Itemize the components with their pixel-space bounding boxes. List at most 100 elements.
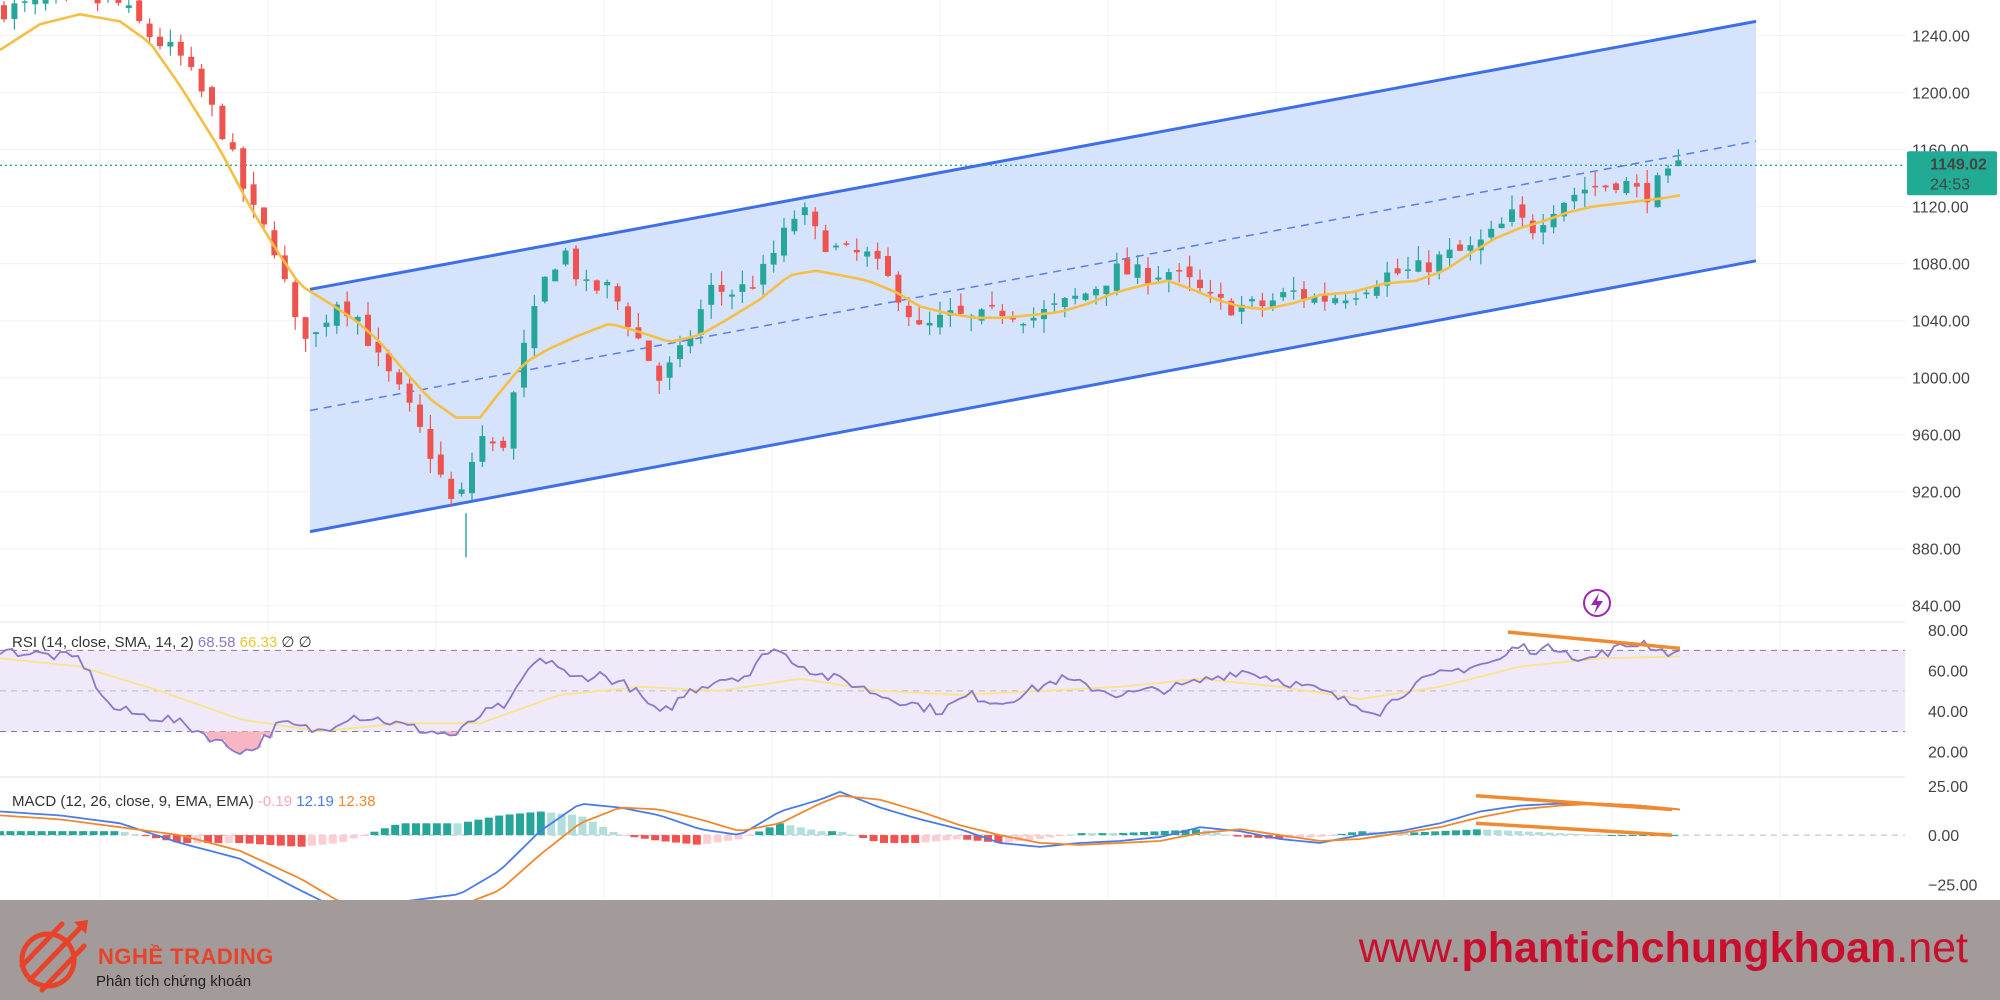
- candle-body: [905, 305, 912, 318]
- chart-area[interactable]: 840.00 880.00 920.00 960.00 1000.00 1040.00 10…: [0, 0, 2000, 900]
- macd-histogram-bar: [838, 831, 847, 836]
- candle-body: [656, 365, 663, 381]
- price-axis-tick-label: 840.00: [1912, 599, 1961, 616]
- candle-body: [1072, 295, 1079, 299]
- candle-body: [1675, 160, 1682, 167]
- macd-histogram-bar: [1628, 835, 1637, 837]
- candle-body: [261, 207, 267, 225]
- candle-body: [843, 243, 850, 245]
- macd-histogram-bar: [828, 831, 836, 836]
- macd-divergence-bottom-line: [1475, 821, 1673, 837]
- macd-histogram-bar: [422, 823, 431, 836]
- macd-histogram-bar: [68, 831, 77, 836]
- macd-legend-part: MACD (12, 26, close, 9, EMA, EMA): [12, 793, 254, 810]
- macd-histogram-bar: [37, 831, 46, 836]
- macd-histogram-bar: [630, 835, 639, 838]
- price-axis-tick-label: 1120.00: [1912, 200, 1969, 217]
- macd-panel: −25.00 0.00 25.00 MACD (12, 26, close, 9, E…: [0, 779, 1977, 900]
- macd-histogram-bar: [308, 835, 316, 846]
- macd-histogram-bar: [48, 831, 56, 836]
- price-panel: 840.00 880.00 920.00 960.00 1000.00 1040.00 10…: [0, 0, 1997, 617]
- macd-histogram-bar: [432, 823, 441, 836]
- macd-histogram-bar: [328, 835, 337, 844]
- macd-histogram-bar: [692, 835, 701, 845]
- candle-body: [1550, 213, 1557, 228]
- macd-histogram-bar: [0, 831, 4, 836]
- macd-histogram-bar: [682, 835, 691, 844]
- candle-body: [1488, 228, 1495, 238]
- macd-histogram-bar: [235, 835, 244, 843]
- candle-body: [417, 404, 423, 427]
- candle-body: [1581, 189, 1588, 194]
- macd-divergence-top-line: [1475, 793, 1673, 812]
- macd-histogram-bar: [89, 831, 98, 836]
- macd-histogram-bar: [1192, 829, 1200, 836]
- candle-body: [167, 42, 174, 47]
- candle-body: [1228, 300, 1235, 316]
- macd-histogram-bar: [1337, 833, 1346, 836]
- price-axis-tick-label: 1080.00: [1912, 257, 1970, 274]
- macd-histogram-bar: [1597, 835, 1606, 837]
- macd-histogram-bar: [1556, 833, 1564, 836]
- macd-histogram-bar: [464, 821, 472, 836]
- candle-body: [573, 248, 579, 280]
- macd-histogram-bar: [495, 815, 504, 836]
- macd-histogram-bar: [1348, 832, 1356, 836]
- candle-body: [1633, 183, 1640, 187]
- footer-banner: NGHỀ TRADING Phân tích chứng khoán www.p…: [0, 900, 2000, 1000]
- macd-histogram-bar: [880, 835, 888, 843]
- candle-body: [926, 322, 933, 326]
- candle-body: [749, 287, 756, 289]
- candle-body: [458, 489, 465, 494]
- macd-histogram-bar: [1400, 832, 1408, 836]
- macd-histogram-bar: [578, 816, 587, 836]
- macd-histogram-bar: [1327, 835, 1336, 837]
- macd-histogram-bar: [1212, 832, 1221, 836]
- macd-histogram-bar: [1410, 832, 1419, 836]
- channel-median-line: [309, 140, 1757, 412]
- rsi-axis-tick-label: 80.00: [1928, 623, 1968, 640]
- candle-body: [739, 284, 746, 292]
- macd-histogram-bar: [1254, 835, 1263, 838]
- candle-body: [1103, 285, 1110, 295]
- macd-histogram-bar: [932, 835, 940, 842]
- macd-histogram-bar: [214, 835, 223, 843]
- macd-histogram-bar: [672, 835, 680, 843]
- macd-histogram-bar: [817, 831, 826, 836]
- macd-histogram-bar: [1088, 833, 1096, 836]
- chart-svg[interactable]: 840.00 880.00 920.00 960.00 1000.00 1040.00 10…: [0, 0, 2000, 900]
- candle-body: [1082, 293, 1089, 301]
- candle-body: [115, 0, 122, 3]
- candle-body: [593, 280, 600, 291]
- candle-body: [1384, 272, 1391, 286]
- macd-histogram-bar: [1077, 833, 1086, 836]
- site-url-link[interactable]: www.phantichchungkhoan.net: [1359, 924, 1968, 973]
- candle-body: [729, 294, 735, 297]
- macd-legend-part: -0.19: [254, 793, 292, 810]
- candle-body: [354, 316, 361, 322]
- candle-body: [562, 250, 569, 265]
- candle-body: [177, 41, 184, 56]
- candle-body: [146, 23, 153, 38]
- candle-body: [957, 305, 964, 314]
- macd-histogram-bar: [1004, 835, 1013, 843]
- macd-histogram-bar: [1670, 835, 1679, 837]
- candle-body: [302, 317, 309, 339]
- candle-body: [1457, 244, 1463, 251]
- candle-body: [1093, 288, 1099, 296]
- macd-histogram-bar: [1150, 831, 1159, 836]
- candle-body: [1207, 291, 1214, 294]
- price-axis-tick-label: 960.00: [1912, 428, 1961, 445]
- macd-histogram-bar: [453, 823, 462, 836]
- candle-body: [801, 207, 808, 216]
- macd-axis-tick-label: −25.00: [1928, 877, 1977, 894]
- macd-histogram-bar: [245, 835, 254, 844]
- candle-body: [219, 105, 226, 140]
- macd-histogram-bar: [526, 812, 535, 836]
- macd-histogram-bar: [724, 835, 732, 841]
- macd-histogram-bar: [360, 835, 368, 837]
- macd-histogram-bar: [911, 835, 920, 843]
- macd-histogram-bar: [734, 835, 743, 840]
- rsi-panel: 20.00 40.00 60.00 80.00 RSI (14, close, SMA,…: [0, 623, 1968, 762]
- macd-line: [0, 790, 1681, 900]
